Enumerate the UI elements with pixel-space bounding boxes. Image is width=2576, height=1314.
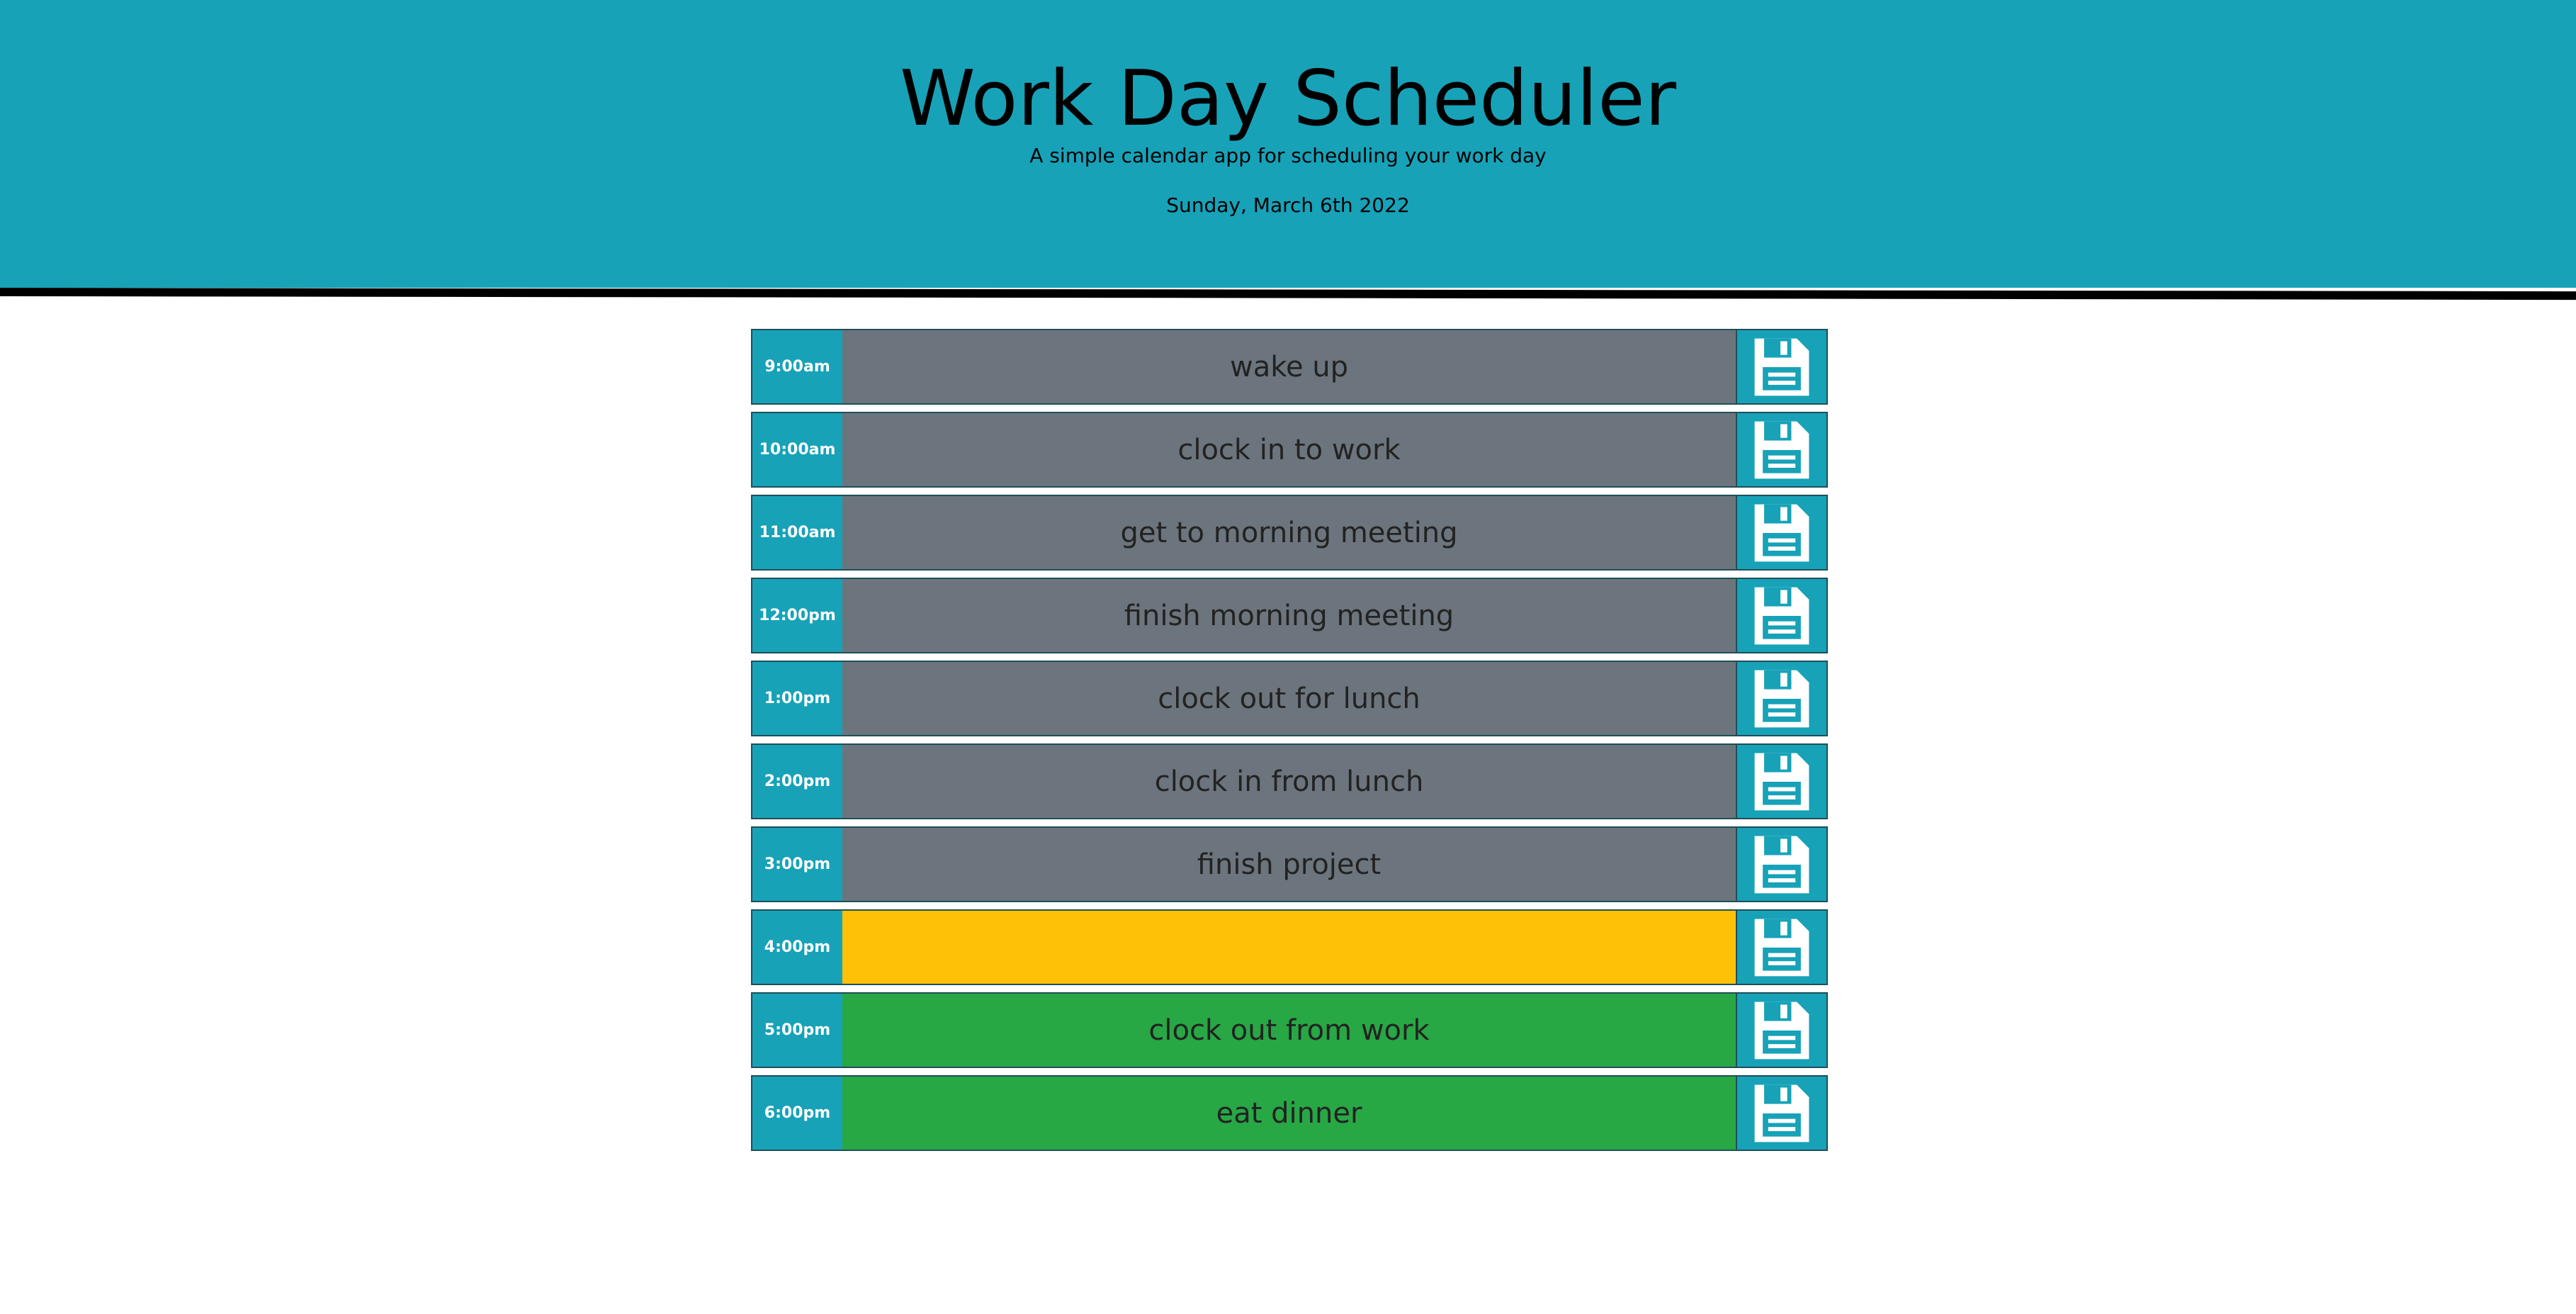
save-button[interactable] [1737, 579, 1826, 652]
save-icon [1748, 665, 1816, 733]
timeblock-row: 4:00pm [751, 909, 1828, 985]
save-icon [1748, 1079, 1816, 1147]
hour-label: 3:00pm [752, 828, 842, 901]
timeblock-row: 1:00pm clock out for lunch [751, 661, 1828, 736]
hour-label: 5:00pm [752, 994, 842, 1067]
save-button[interactable] [1737, 330, 1826, 403]
hour-label: 6:00pm [752, 1077, 842, 1150]
event-description[interactable]: get to morning meeting [842, 496, 1737, 569]
page-header: Work Day Scheduler A simple calendar app… [0, 0, 2576, 288]
save-icon [1748, 416, 1816, 484]
event-description[interactable]: finish morning meeting [842, 579, 1737, 652]
save-button[interactable] [1737, 994, 1826, 1067]
timeblock-row: 3:00pm finish project [751, 826, 1828, 902]
event-description[interactable]: clock out for lunch [842, 662, 1737, 735]
timeblock-row: 5:00pm clock out from work [751, 992, 1828, 1068]
hour-label: 4:00pm [752, 911, 842, 984]
timeblock-row: 10:00am clock in to work [751, 412, 1828, 488]
save-icon [1748, 333, 1816, 401]
save-icon [1748, 831, 1816, 899]
timeblock-row: 2:00pm clock in from lunch [751, 743, 1828, 819]
save-icon [1748, 748, 1816, 816]
hour-label: 1:00pm [752, 662, 842, 735]
save-icon [1748, 914, 1816, 982]
save-button[interactable] [1737, 413, 1826, 486]
header-divider [0, 288, 2576, 301]
current-date: Sunday, March 6th 2022 [1166, 193, 1410, 217]
event-description[interactable]: finish project [842, 828, 1737, 901]
hour-label: 12:00pm [752, 579, 842, 652]
event-description[interactable] [842, 911, 1737, 984]
save-button[interactable] [1737, 1077, 1826, 1150]
timeblock-row: 11:00am get to morning meeting [751, 495, 1828, 571]
page-subtitle: A simple calendar app for scheduling you… [1029, 144, 1547, 167]
timeblock-row: 9:00am wake up [751, 329, 1828, 405]
save-button[interactable] [1737, 662, 1826, 735]
event-description[interactable]: clock in to work [842, 413, 1737, 486]
save-button[interactable] [1737, 828, 1826, 901]
hour-label: 9:00am [752, 330, 842, 403]
event-description[interactable]: clock out from work [842, 994, 1737, 1067]
save-icon [1748, 582, 1816, 650]
event-description[interactable]: clock in from lunch [842, 745, 1737, 818]
page-title: Work Day Scheduler [899, 55, 1677, 143]
event-description[interactable]: eat dinner [842, 1077, 1737, 1150]
hour-label: 10:00am [752, 413, 842, 486]
hour-label: 11:00am [752, 496, 842, 569]
save-button[interactable] [1737, 745, 1826, 818]
save-button[interactable] [1737, 496, 1826, 569]
save-icon [1748, 996, 1816, 1065]
hour-label: 2:00pm [752, 745, 842, 818]
event-description[interactable]: wake up [842, 330, 1737, 403]
save-icon [1748, 499, 1816, 567]
timeblock-row: 6:00pm eat dinner [751, 1075, 1828, 1151]
save-button[interactable] [1737, 911, 1826, 984]
timeblock-row: 12:00pm finish morning meeting [751, 578, 1828, 653]
